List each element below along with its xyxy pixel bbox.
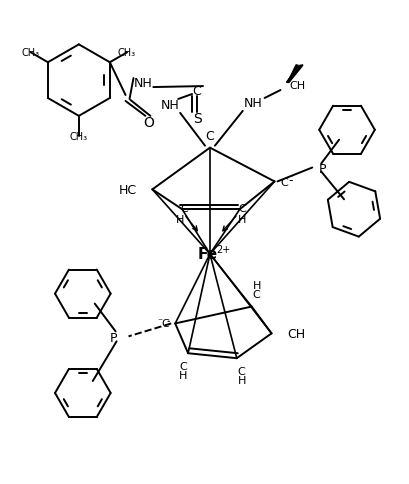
Text: C: C — [253, 289, 261, 299]
Text: CH₃: CH₃ — [22, 48, 40, 58]
Text: CH: CH — [288, 327, 306, 340]
Text: CH₃: CH₃ — [118, 48, 136, 58]
Text: C: C — [281, 178, 288, 188]
Text: O: O — [143, 116, 154, 130]
Text: C: C — [238, 366, 246, 377]
Text: ⁻: ⁻ — [157, 317, 162, 327]
Text: NH: NH — [134, 76, 153, 90]
Text: H: H — [176, 215, 184, 225]
Text: P: P — [319, 163, 327, 176]
Text: H: H — [179, 370, 187, 380]
Text: NH: NH — [243, 97, 262, 110]
Text: CH: CH — [290, 81, 306, 91]
Text: C: C — [206, 129, 214, 142]
Text: -: - — [288, 174, 293, 186]
Text: H: H — [238, 375, 246, 385]
Text: C: C — [180, 204, 188, 214]
Text: 2+: 2+ — [217, 244, 231, 255]
Text: C: C — [239, 204, 247, 214]
Text: C: C — [162, 319, 169, 329]
Text: C: C — [179, 362, 187, 371]
Text: C: C — [193, 84, 201, 97]
Text: HC: HC — [118, 183, 137, 197]
Text: NH: NH — [161, 99, 180, 112]
Text: S: S — [193, 112, 201, 125]
Text: CH₃: CH₃ — [70, 132, 88, 141]
Text: P: P — [110, 331, 118, 344]
Text: H: H — [238, 215, 246, 225]
Text: ⁻: ⁻ — [288, 174, 292, 184]
Text: Fe: Fe — [198, 247, 218, 262]
Text: -: - — [167, 316, 170, 326]
Text: H: H — [252, 280, 261, 290]
